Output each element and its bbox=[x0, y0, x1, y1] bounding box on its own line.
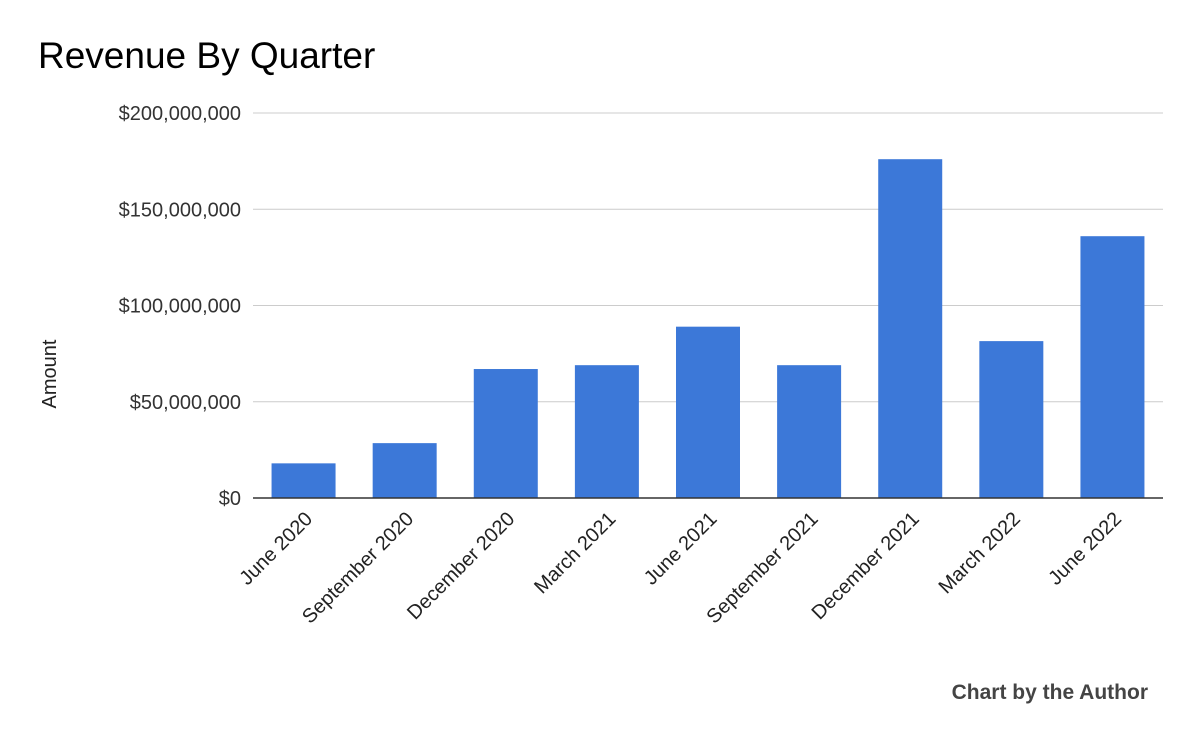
y-tick-label: $50,000,000 bbox=[130, 392, 241, 414]
x-tick-label: December 2021 bbox=[808, 508, 924, 624]
bar bbox=[372, 443, 437, 498]
x-tick-label: June 2020 bbox=[235, 508, 317, 590]
y-tick-label: $0 bbox=[219, 488, 241, 510]
bar bbox=[878, 159, 943, 498]
chart-credit: Chart by the Author bbox=[952, 681, 1148, 704]
x-tick-label: June 2021 bbox=[640, 508, 722, 590]
bars bbox=[271, 159, 1145, 498]
x-tick-label: June 2022 bbox=[1044, 508, 1126, 590]
bar bbox=[979, 341, 1044, 498]
x-tick-label: September 2020 bbox=[298, 508, 418, 628]
y-axis-ticks: $0 $50,000,000 $100,000,000 $150,000,000 $20… bbox=[119, 103, 241, 510]
bar bbox=[473, 369, 538, 498]
y-tick-label: $100,000,000 bbox=[119, 296, 241, 318]
bar bbox=[271, 463, 336, 498]
y-tick-label: $150,000,000 bbox=[119, 199, 241, 221]
bar bbox=[1080, 236, 1145, 498]
chart-title: Revenue By Quarter bbox=[38, 35, 375, 76]
bar bbox=[574, 365, 639, 498]
y-tick-label: $200,000,000 bbox=[119, 103, 241, 125]
x-tick-label: September 2021 bbox=[703, 508, 823, 628]
x-tick-label: March 2021 bbox=[530, 508, 620, 598]
x-tick-label: December 2020 bbox=[403, 508, 519, 624]
bar bbox=[777, 365, 842, 498]
y-axis-label: Amount bbox=[39, 339, 61, 408]
x-tick-label: March 2022 bbox=[935, 508, 1025, 598]
bar bbox=[676, 326, 740, 498]
